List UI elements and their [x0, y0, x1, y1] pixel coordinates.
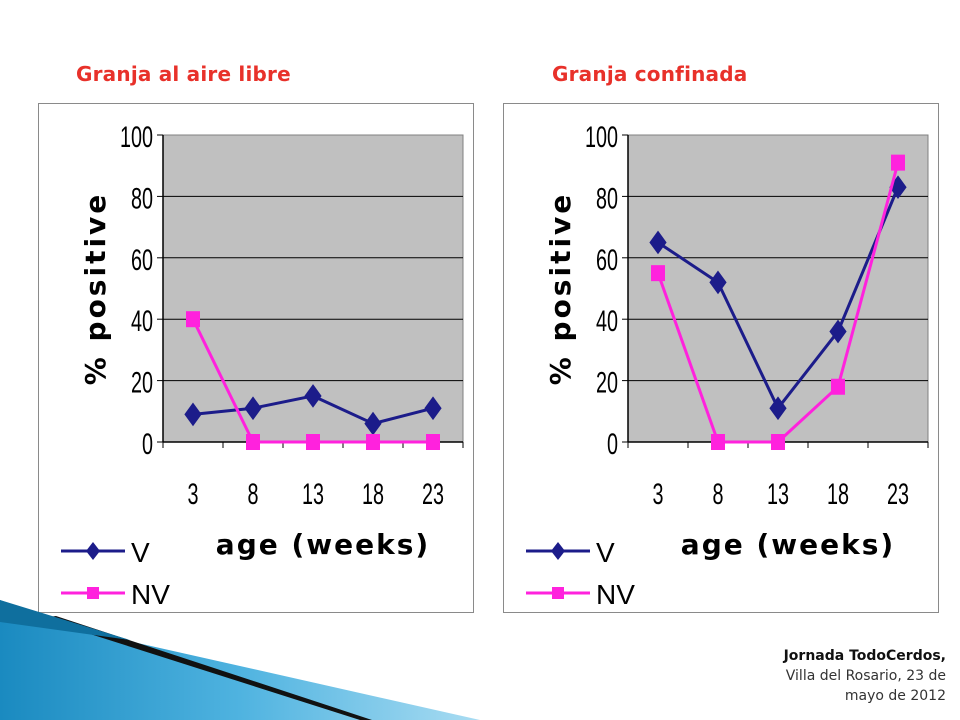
y-tick-label: 20 [131, 367, 153, 400]
decorative-swoosh [0, 600, 480, 720]
x-tick-label: 3 [188, 478, 199, 511]
y-tick-label: 0 [607, 428, 618, 461]
legend-marker-v [551, 542, 565, 560]
data-point-nv [366, 434, 380, 450]
data-point-v [709, 270, 727, 295]
data-point-nv [306, 434, 320, 450]
y-tick-label: 100 [585, 121, 618, 154]
footer-credit: Jornada TodoCerdos, Villa del Rosario, 2… [784, 646, 946, 706]
data-point-v [829, 319, 847, 344]
x-tick-label: 18 [362, 478, 384, 511]
y-tick-label: 40 [131, 305, 153, 338]
y-axis-label: % positive [79, 192, 112, 386]
legend-label-nv: NV [596, 579, 635, 610]
y-tick-label: 0 [142, 428, 153, 461]
left-chart-title: Granja al aire libre [76, 62, 291, 86]
legend-label-v: V [131, 537, 150, 568]
x-tick-label: 13 [767, 478, 789, 511]
footer-line-2: Villa del Rosario, 23 de [785, 668, 946, 684]
left-chart: 0 20 40 60 80 100 3 8 13 18 23 % positive age (weeks… [38, 103, 474, 613]
data-point-nv [831, 378, 845, 395]
plot-area [627, 134, 929, 443]
data-point-nv [426, 434, 440, 450]
legend-marker-nv [552, 587, 564, 599]
footer-line-3: mayo de 2012 [844, 688, 946, 704]
right-chart-title: Granja confinada [552, 62, 748, 86]
data-point-v [184, 402, 202, 427]
data-point-nv [246, 434, 260, 450]
data-point-v [304, 384, 322, 408]
x-tick-label: 8 [713, 478, 724, 511]
data-point-v [424, 396, 442, 421]
data-point-nv [891, 154, 905, 171]
data-point-nv [651, 265, 665, 282]
y-tick-label: 80 [596, 182, 618, 215]
legend-label-nv: NV [131, 579, 170, 610]
data-point-nv [771, 434, 785, 450]
y-axis-label: % positive [544, 192, 577, 386]
legend-label-v: V [596, 537, 615, 568]
data-point-v [769, 396, 787, 421]
x-tick-label: 13 [302, 478, 324, 511]
x-tick-label: 3 [653, 478, 664, 511]
footer-line-1: Jornada TodoCerdos, [783, 648, 946, 664]
left-chart-svg: 0 20 40 60 80 100 3 8 13 18 23 % positive age (weeks… [61, 121, 464, 610]
y-tick-label: 60 [596, 244, 618, 277]
x-tick-label: 18 [827, 478, 849, 511]
y-tick-label: 60 [131, 244, 153, 277]
legend-marker-nv [87, 587, 99, 599]
legend-marker-v [86, 542, 100, 560]
right-chart: 0 20 40 60 80 100 3 8 13 18 23 % positive age (weeks… [503, 103, 939, 613]
x-tick-label: 23 [422, 478, 444, 511]
y-tick-label: 40 [596, 305, 618, 338]
x-tick-label: 23 [887, 478, 909, 511]
data-point-v [244, 396, 262, 421]
x-axis-label: age (weeks) [216, 528, 430, 561]
data-point-v [649, 230, 667, 255]
y-tick-label: 20 [596, 367, 618, 400]
data-point-nv [711, 434, 725, 450]
data-point-nv [186, 311, 200, 328]
y-tick-label: 80 [131, 182, 153, 215]
right-chart-svg: 0 20 40 60 80 100 3 8 13 18 23 % positive age (weeks… [526, 121, 929, 610]
x-axis-label: age (weeks) [681, 528, 895, 561]
y-tick-label: 100 [120, 121, 153, 154]
x-tick-label: 8 [248, 478, 259, 511]
